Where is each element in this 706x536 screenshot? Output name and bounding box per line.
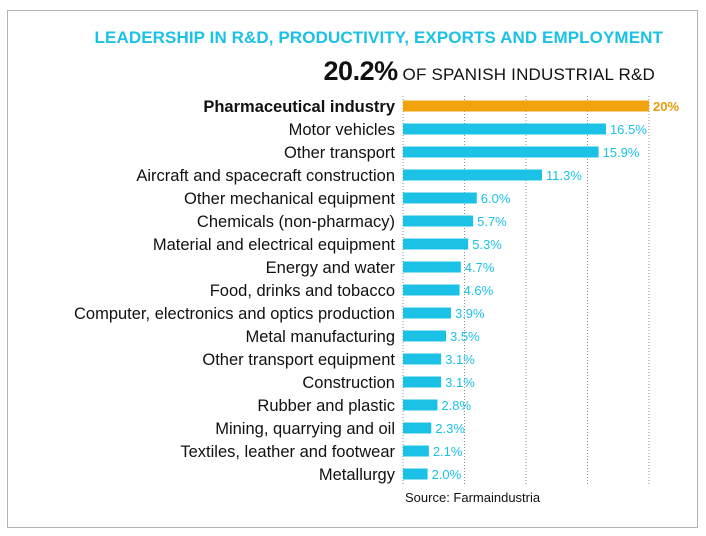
category-label: Mining, quarrying and oil xyxy=(215,420,395,438)
value-label: 2.0% xyxy=(432,467,462,482)
category-label: Other mechanical equipment xyxy=(184,190,395,208)
bar xyxy=(403,422,432,434)
bar xyxy=(403,376,442,388)
category-label: Textiles, leather and footwear xyxy=(180,443,395,461)
chart-title: LEADERSHIP IN R&D, PRODUCTIVITY, EXPORTS… xyxy=(94,28,663,47)
source-note: Source: Farmaindustria xyxy=(405,490,541,505)
category-label: Pharmaceutical industry xyxy=(203,98,395,116)
category-label: Food, drinks and tobacco xyxy=(210,282,395,300)
bar xyxy=(403,146,599,158)
bar xyxy=(403,238,469,250)
bar xyxy=(403,307,451,319)
category-label: Other transport equipment xyxy=(202,351,395,369)
value-label: 11.3% xyxy=(546,168,582,183)
value-label: 4.7% xyxy=(465,260,495,275)
category-label: Material and electrical equipment xyxy=(153,236,396,254)
value-label: 2.3% xyxy=(435,421,465,436)
value-label: 3.1% xyxy=(445,375,475,390)
category-label: Computer, electronics and optics product… xyxy=(74,305,395,323)
category-label: Metal manufacturing xyxy=(246,328,396,346)
value-label: 15.9% xyxy=(603,145,640,160)
subtitle-value: 20.2% xyxy=(323,56,399,86)
bar xyxy=(403,330,447,342)
category-label: Construction xyxy=(302,374,395,392)
value-label: 5.3% xyxy=(472,237,502,252)
bar xyxy=(403,468,428,480)
value-label: 3.1% xyxy=(445,352,475,367)
value-label: 5.7% xyxy=(477,214,507,229)
category-label: Rubber and plastic xyxy=(257,397,395,415)
category-label: Energy and water xyxy=(266,259,396,277)
bar xyxy=(403,169,542,181)
value-label: 3.5% xyxy=(450,329,480,344)
value-label: 2.8% xyxy=(441,398,471,413)
value-label: 6.0% xyxy=(481,191,511,206)
bar xyxy=(403,123,606,135)
bar xyxy=(403,192,477,204)
value-label: 3.9% xyxy=(455,306,485,321)
value-label: 4.6% xyxy=(464,283,494,298)
category-label: Metallurgy xyxy=(319,466,396,484)
value-label: 2.1% xyxy=(433,444,463,459)
subtitle-text: OF SPANISH INDUSTRIAL R&D xyxy=(397,65,655,84)
bar xyxy=(403,399,438,411)
bar xyxy=(403,100,649,112)
bar xyxy=(403,445,429,457)
bar xyxy=(403,353,442,365)
chart-subtitle: 20.2% OF SPANISH INDUSTRIAL R&D xyxy=(0,56,655,87)
chart-frame xyxy=(7,10,698,528)
category-label: Motor vehicles xyxy=(289,121,395,139)
value-label: 16.5% xyxy=(610,122,647,137)
bar xyxy=(403,284,460,296)
category-label: Aircraft and spacecraft construction xyxy=(136,167,395,185)
value-label: 20% xyxy=(653,99,679,114)
bar xyxy=(403,215,474,227)
bar xyxy=(403,261,461,273)
category-label: Chemicals (non-pharmacy) xyxy=(197,213,395,231)
category-label: Other transport xyxy=(284,144,395,162)
